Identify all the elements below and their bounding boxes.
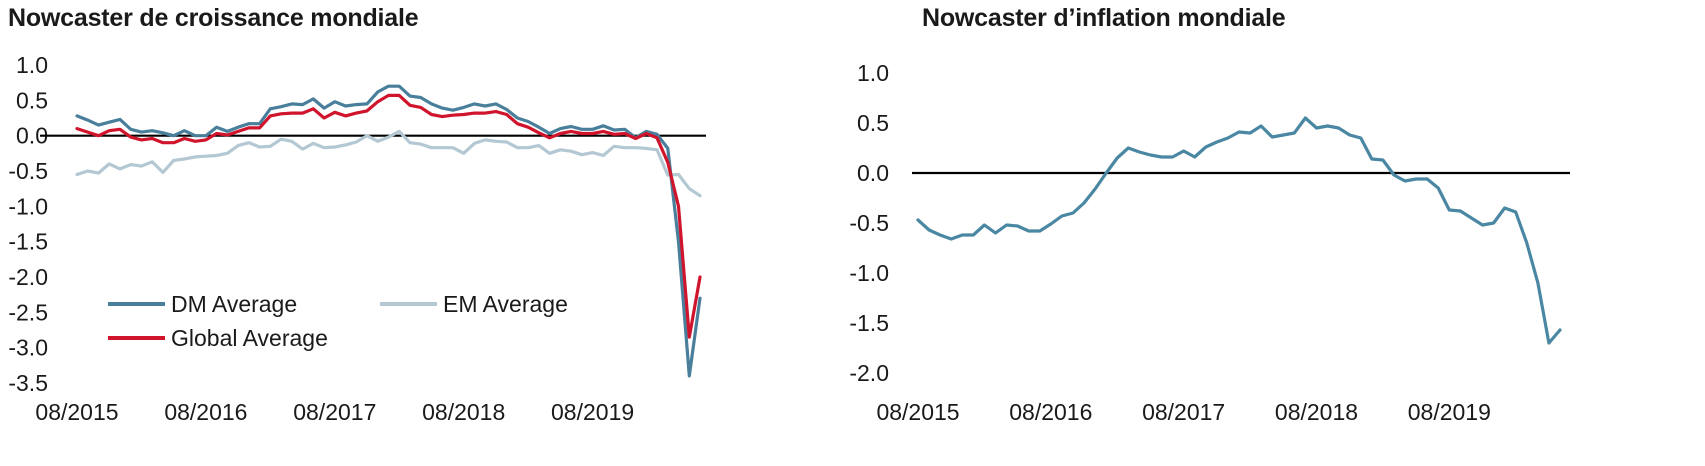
- y-tick-label: -2.0: [849, 360, 889, 386]
- x-tick-label: 08/2016: [1009, 399, 1092, 425]
- x-tick-label: 08/2019: [1408, 399, 1491, 425]
- series-line-dm-average: [75, 84, 702, 378]
- x-tick-label: 08/2015: [35, 399, 118, 425]
- x-tick-label: 08/2017: [293, 399, 376, 425]
- legend-label-em-average: EM Average: [443, 291, 568, 317]
- x-tick-label: 08/2019: [551, 399, 634, 425]
- y-tick-label: -2.0: [8, 264, 48, 290]
- series-line-em-average: [75, 129, 702, 198]
- growth-chart: 1.00.50.0-0.5-1.0-1.5-2.0-2.5-3.0-3.508/…: [8, 52, 706, 425]
- x-tick-label: 08/2018: [1275, 399, 1358, 425]
- y-tick-label: -1.0: [8, 193, 48, 219]
- y-tick-label: -1.5: [849, 310, 889, 336]
- inflation-chart: 1.0 0.5 0.0 -0.5 -1.0 -1.5 -2.0 08/2015 08/2016 0…: [849, 60, 1570, 425]
- chart-title: Nowcaster d’inflation mondiale: [922, 4, 1286, 32]
- y-tick-label: -1.5: [8, 229, 48, 255]
- chart-title: Nowcaster de croissance mondiale: [8, 4, 419, 32]
- y-tick-label: -0.5: [8, 158, 48, 184]
- x-tick-label: 08/2016: [164, 399, 247, 425]
- y-tick-label: 0.0: [857, 160, 889, 186]
- x-tick-label: 08/2018: [422, 399, 505, 425]
- growth-nowcaster-panel: Nowcaster de croissance mondiale 1.0 0.5 0…: [0, 0, 790, 466]
- inflation-nowcaster-panel: Nowcaster d’inflation mondiale 1.0 0.5 0.0…: [849, 0, 1705, 466]
- x-tick-label: 08/2015: [876, 399, 959, 425]
- y-tick-label: -0.5: [849, 210, 889, 236]
- y-tick-label: -2.5: [8, 299, 48, 325]
- y-tick-label: 1.0: [857, 60, 889, 86]
- y-tick-label: -3.0: [8, 335, 48, 361]
- series-line-global-average: [75, 93, 702, 339]
- y-tick-label: -3.5: [8, 370, 48, 396]
- x-tick-label: 08/2017: [1142, 399, 1225, 425]
- legend-label-dm-average: DM Average: [171, 291, 297, 317]
- y-tick-label: -1.0: [849, 260, 889, 286]
- series-line-series: [916, 116, 1562, 345]
- y-tick-label: 1.0: [16, 52, 48, 78]
- y-tick-label: 0.5: [857, 110, 889, 136]
- y-tick-label: 0.5: [16, 87, 48, 113]
- legend-label-global-average: Global Average: [171, 325, 328, 351]
